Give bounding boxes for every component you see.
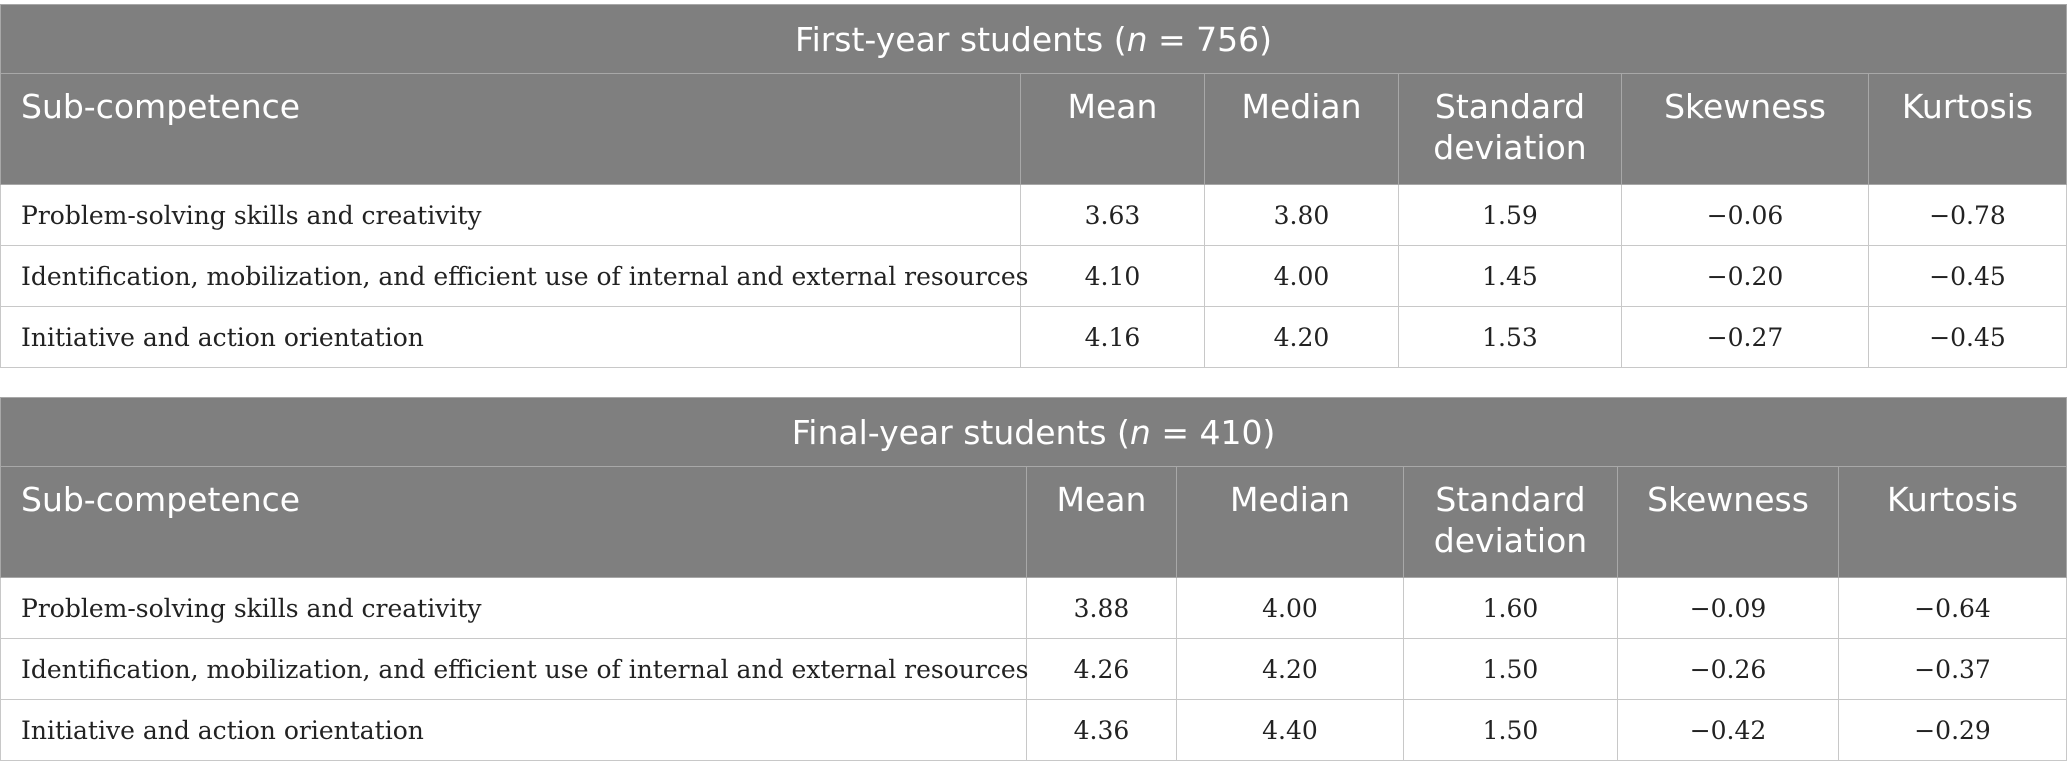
cell-sub-competence: Identification, mobilization, and effici…: [0, 638, 1028, 700]
cell-median: 4.20: [1204, 306, 1399, 368]
cell-skewness: −0.27: [1621, 306, 1869, 368]
column-header-median: Median: [1204, 73, 1399, 185]
cell-median: 4.20: [1176, 638, 1404, 700]
cell-sub-competence: Identification, mobilization, and effici…: [0, 245, 1028, 307]
column-header-standard-deviation: Standard deviation: [1398, 73, 1622, 185]
n-value: 410: [1199, 412, 1263, 452]
cell-mean: 4.36: [1026, 699, 1177, 761]
group-label: Final-year students: [791, 412, 1107, 452]
table-caption: Final-year students (n = 410): [0, 397, 2067, 467]
cell-kurtosis: −0.29: [1837, 699, 2067, 761]
cell-sub-competence: Initiative and action orientation: [0, 699, 1027, 761]
cell-median: 4.00: [1204, 245, 1399, 307]
cell-kurtosis: −0.37: [1837, 638, 2067, 700]
final-year-table: Final-year students (n = 410) Sub-compet…: [0, 397, 2067, 761]
first-year-table: First-year students (n = 756) Sub-compet…: [0, 4, 2067, 368]
column-header-skewness: Skewness: [1617, 466, 1839, 578]
cell-kurtosis: −0.45: [1867, 245, 2067, 307]
column-header-median: Median: [1176, 466, 1404, 578]
cell-median: 4.40: [1176, 699, 1404, 761]
cell-standard-deviation: 1.60: [1403, 577, 1618, 639]
column-header-sub-competence: Sub-competence: [0, 466, 1027, 578]
cell-kurtosis: −0.78: [1867, 184, 2067, 246]
cell-standard-deviation: 1.50: [1403, 699, 1618, 761]
cell-standard-deviation: 1.59: [1398, 184, 1622, 246]
cell-sub-competence: Problem-solving skills and creativity: [0, 577, 1027, 639]
cell-standard-deviation: 1.50: [1403, 638, 1618, 700]
cell-mean: 4.16: [1020, 306, 1205, 368]
table-row: Problem-solving skills and creativity 3.…: [0, 184, 2067, 246]
cell-median: 3.80: [1204, 184, 1399, 246]
column-header-skewness: Skewness: [1621, 73, 1869, 185]
table-row: Problem-solving skills and creativity 3.…: [0, 577, 2067, 639]
table-row: Identification, mobilization, and effici…: [0, 245, 2067, 307]
cell-kurtosis: −0.64: [1837, 577, 2067, 639]
column-header-sub-competence: Sub-competence: [0, 73, 1021, 185]
n-label: n: [1126, 19, 1148, 59]
cell-sub-competence: Problem-solving skills and creativity: [0, 184, 1021, 246]
n-label: n: [1129, 412, 1151, 452]
cell-standard-deviation: 1.45: [1398, 245, 1622, 307]
cell-mean: 3.63: [1020, 184, 1205, 246]
table-row: Initiative and action orientation 4.16 4…: [0, 306, 2067, 368]
cell-standard-deviation: 1.53: [1398, 306, 1622, 368]
cell-median: 4.00: [1176, 577, 1404, 639]
group-label: First-year students: [794, 19, 1104, 59]
column-header-mean: Mean: [1020, 73, 1205, 185]
cell-mean: 4.26: [1026, 638, 1177, 700]
column-header-standard-deviation: Standard deviation: [1403, 466, 1618, 578]
cell-skewness: −0.20: [1621, 245, 1869, 307]
cell-mean: 3.88: [1026, 577, 1177, 639]
cell-mean: 4.10: [1020, 245, 1205, 307]
table-row: Initiative and action orientation 4.36 4…: [0, 699, 2067, 761]
column-header-kurtosis: Kurtosis: [1837, 466, 2067, 578]
cell-sub-competence: Initiative and action orientation: [0, 306, 1021, 368]
cell-kurtosis: −0.45: [1867, 306, 2067, 368]
column-header-mean: Mean: [1026, 466, 1177, 578]
cell-skewness: −0.06: [1621, 184, 1869, 246]
column-header-kurtosis: Kurtosis: [1867, 73, 2067, 185]
table-row: Identification, mobilization, and effici…: [0, 638, 2067, 700]
cell-skewness: −0.09: [1617, 577, 1839, 639]
table-caption: First-year students (n = 756): [0, 4, 2067, 74]
n-value: 756: [1196, 19, 1260, 59]
cell-skewness: −0.26: [1617, 638, 1839, 700]
cell-skewness: −0.42: [1617, 699, 1839, 761]
